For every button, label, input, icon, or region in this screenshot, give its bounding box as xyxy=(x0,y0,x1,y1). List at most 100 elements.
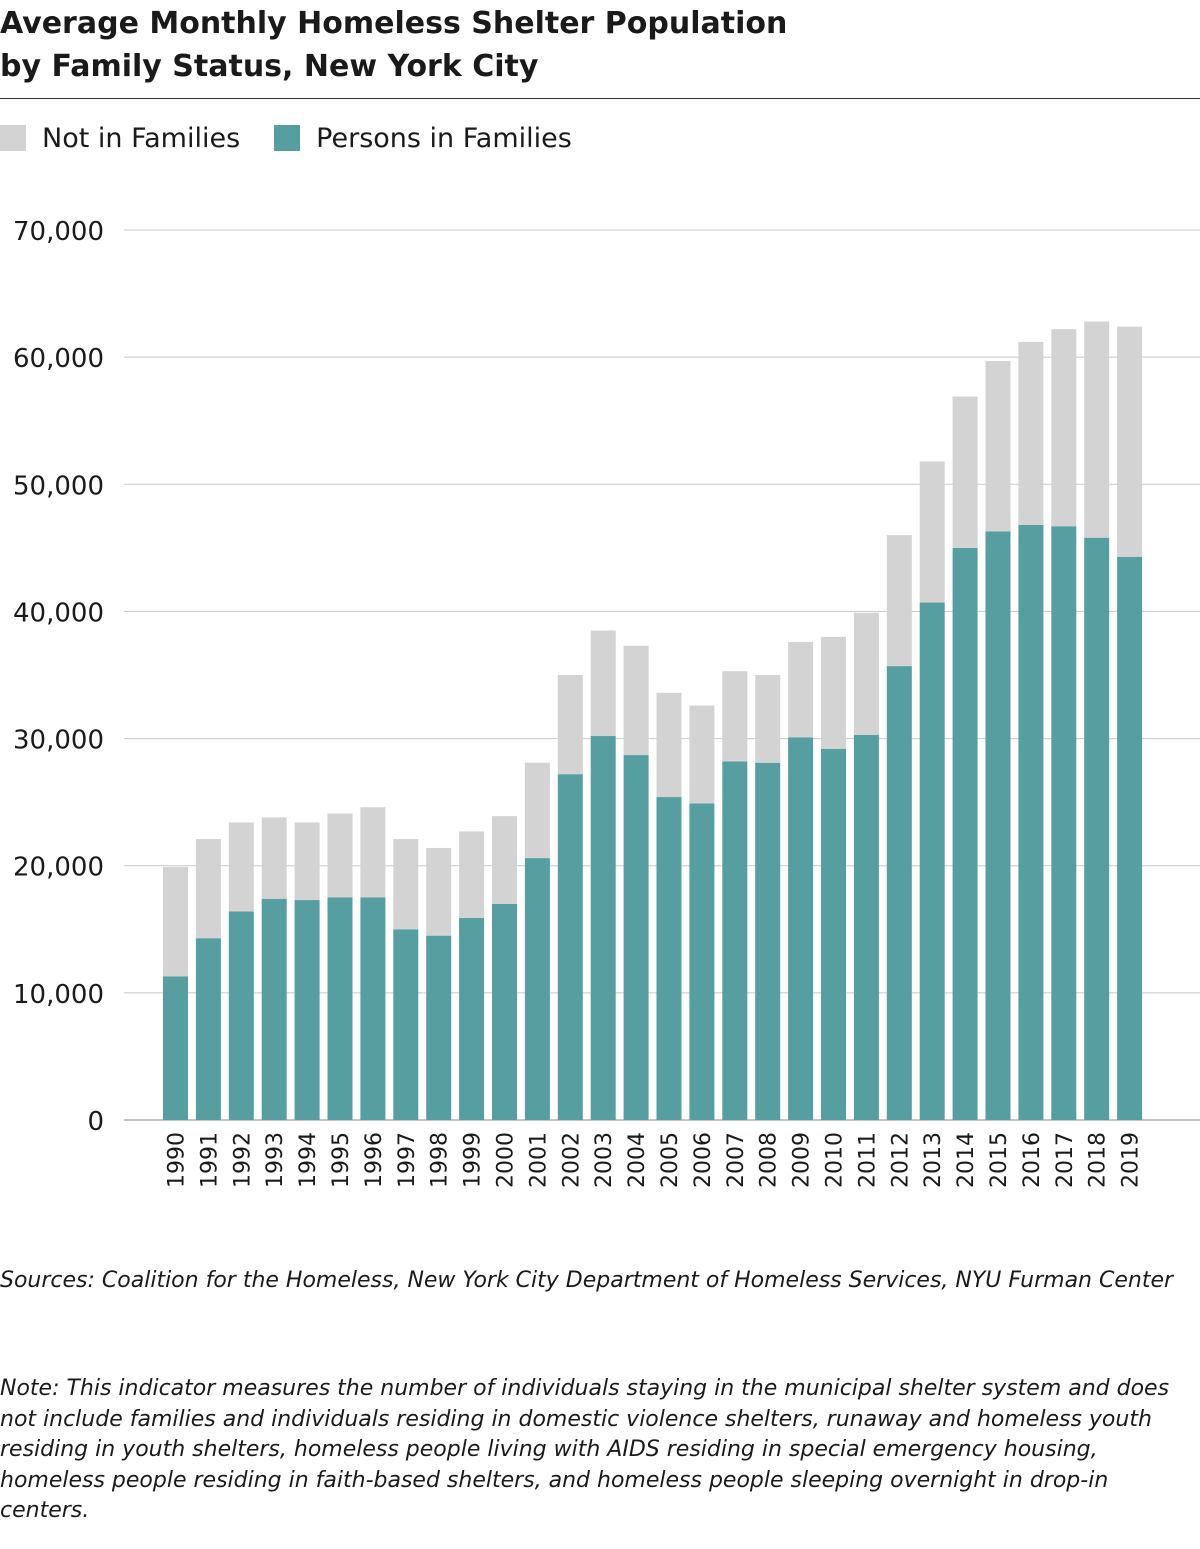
x-tick-label: 1998 xyxy=(428,1132,453,1188)
bar-persons-in-families-2004 xyxy=(623,755,649,1120)
x-tick-label: 1990 xyxy=(165,1132,190,1188)
x-tick-label: 2001 xyxy=(526,1132,551,1188)
bar-persons-in-families-2012 xyxy=(886,666,912,1120)
bar-not-in-families-1993 xyxy=(261,817,287,899)
x-tick-label: 2005 xyxy=(658,1132,683,1188)
x-tick-label: 2012 xyxy=(888,1132,913,1188)
bar-not-in-families-2003 xyxy=(590,630,616,737)
bar-not-in-families-1998 xyxy=(426,847,452,936)
legend-item-not-in-families: Not in Families xyxy=(0,123,240,154)
x-tick-label: 2006 xyxy=(691,1132,716,1188)
x-tick-label: 1991 xyxy=(197,1132,222,1188)
bar-persons-in-families-1991 xyxy=(195,938,221,1120)
bar-not-in-families-1991 xyxy=(195,839,221,939)
x-tick-label: 2007 xyxy=(724,1132,749,1188)
bar-not-in-families-2011 xyxy=(853,612,879,735)
bar-not-in-families-2017 xyxy=(1051,329,1077,527)
y-tick-label: 10,000 xyxy=(13,980,104,1010)
stacked-bar-chart: 0 10,000 20,000 30,000 40,000 50,000 60,000 70,… xyxy=(13,217,1200,1188)
bar-not-in-families-1992 xyxy=(228,822,254,912)
bar-not-in-families-2004 xyxy=(623,645,649,756)
bar-persons-in-families-2015 xyxy=(985,531,1011,1120)
bar-not-in-families-2002 xyxy=(557,675,583,775)
y-tick-label: 20,000 xyxy=(13,853,104,883)
bar-persons-in-families-1990 xyxy=(163,976,188,1120)
bar-not-in-families-2015 xyxy=(985,360,1011,532)
legend-item-persons-in-families: Persons in Families xyxy=(274,123,572,154)
x-tick-label: 2011 xyxy=(855,1132,880,1188)
chart-title: Average Monthly Homeless Shelter Populat… xyxy=(0,2,1180,88)
x-tick-label: 1996 xyxy=(362,1132,387,1188)
bar-not-in-families-1999 xyxy=(459,831,485,918)
y-tick-label: 50,000 xyxy=(13,471,104,501)
bar-not-in-families-1996 xyxy=(360,807,386,898)
x-tick-label: 2002 xyxy=(559,1132,584,1188)
sources-text: Sources: Coalition for the Homeless, New… xyxy=(0,1268,1174,1293)
x-tick-label: 1993 xyxy=(263,1132,288,1188)
bars xyxy=(163,321,1143,1120)
bar-persons-in-families-2005 xyxy=(656,797,682,1120)
x-tick-label: 1992 xyxy=(230,1132,255,1188)
bar-persons-in-families-2001 xyxy=(524,858,550,1120)
y-tick-label: 40,000 xyxy=(13,598,104,628)
x-tick-label: 2000 xyxy=(494,1132,519,1188)
bar-not-in-families-2005 xyxy=(656,692,682,798)
x-tick-label: 2013 xyxy=(921,1132,946,1188)
x-tick-label: 2009 xyxy=(790,1132,815,1188)
x-tick-label: 2003 xyxy=(592,1132,617,1188)
note-text: Note: This indicator measures the number… xyxy=(0,1376,1170,1523)
bar-persons-in-families-1999 xyxy=(459,917,485,1120)
x-tick-label: 2008 xyxy=(757,1132,782,1188)
y-tick-label: 70,000 xyxy=(13,217,104,247)
bar-persons-in-families-2008 xyxy=(755,762,781,1120)
bar-not-in-families-2014 xyxy=(952,396,978,548)
bar-persons-in-families-1996 xyxy=(360,897,386,1120)
x-tick-label: 1994 xyxy=(296,1132,321,1188)
bar-persons-in-families-2010 xyxy=(821,748,846,1120)
legend-label-persons-in-families: Persons in Families xyxy=(316,122,572,154)
y-axis-tick-labels: 0 10,000 20,000 30,000 40,000 50,000 60,000 70,… xyxy=(13,217,104,1137)
title-line-2: by Family Status, New York City xyxy=(0,49,539,84)
x-tick-label: 1999 xyxy=(461,1132,486,1188)
bar-persons-in-families-1992 xyxy=(228,911,254,1120)
bar-persons-in-families-2000 xyxy=(492,903,517,1120)
bar-persons-in-families-2016 xyxy=(1018,524,1044,1120)
x-tick-label: 2014 xyxy=(954,1132,979,1188)
bar-persons-in-families-2003 xyxy=(590,736,616,1120)
x-tick-label: 2019 xyxy=(1119,1132,1144,1188)
bar-persons-in-families-2002 xyxy=(557,774,583,1120)
legend-label-not-in-families: Not in Families xyxy=(42,122,241,154)
bar-persons-in-families-2014 xyxy=(952,547,978,1120)
title-divider xyxy=(0,98,1200,99)
title-line-1: Average Monthly Homeless Shelter Populat… xyxy=(0,6,788,41)
bar-not-in-families-2016 xyxy=(1018,341,1044,525)
bar-not-in-families-2007 xyxy=(722,671,748,762)
x-tick-label: 2004 xyxy=(625,1132,650,1188)
bar-persons-in-families-2011 xyxy=(853,734,879,1120)
bar-persons-in-families-1994 xyxy=(294,900,320,1120)
x-tick-label: 1997 xyxy=(395,1132,420,1188)
bar-not-in-families-2006 xyxy=(689,705,715,804)
bar-not-in-families-1997 xyxy=(393,839,419,930)
bar-not-in-families-1990 xyxy=(163,866,188,977)
bar-persons-in-families-1998 xyxy=(426,935,452,1120)
x-tick-label: 2018 xyxy=(1086,1132,1111,1188)
bar-not-in-families-2009 xyxy=(788,641,814,738)
legend-swatch-not-in-families xyxy=(0,125,26,151)
y-tick-label: 60,000 xyxy=(13,344,104,374)
bar-not-in-families-1994 xyxy=(294,822,320,901)
x-tick-label: 2016 xyxy=(1020,1132,1045,1188)
bar-persons-in-families-2018 xyxy=(1084,537,1110,1120)
x-tick-label: 2015 xyxy=(987,1132,1012,1188)
bar-persons-in-families-2009 xyxy=(788,737,814,1120)
legend: Not in Families Persons in Families xyxy=(0,118,606,158)
y-tick-label: 30,000 xyxy=(13,726,104,756)
x-tick-label: 1995 xyxy=(329,1132,354,1188)
legend-swatch-persons-in-families xyxy=(274,125,301,151)
bar-not-in-families-2012 xyxy=(886,535,912,667)
bar-persons-in-families-2006 xyxy=(689,803,715,1120)
x-tick-label: 2017 xyxy=(1053,1132,1078,1188)
x-axis-tick-labels: 1990 1991 1992 1993 1994 1995 1996 1997 1998 1999… xyxy=(165,1132,1144,1188)
bar-not-in-families-2013 xyxy=(919,461,945,603)
bar-not-in-families-2010 xyxy=(821,636,846,749)
